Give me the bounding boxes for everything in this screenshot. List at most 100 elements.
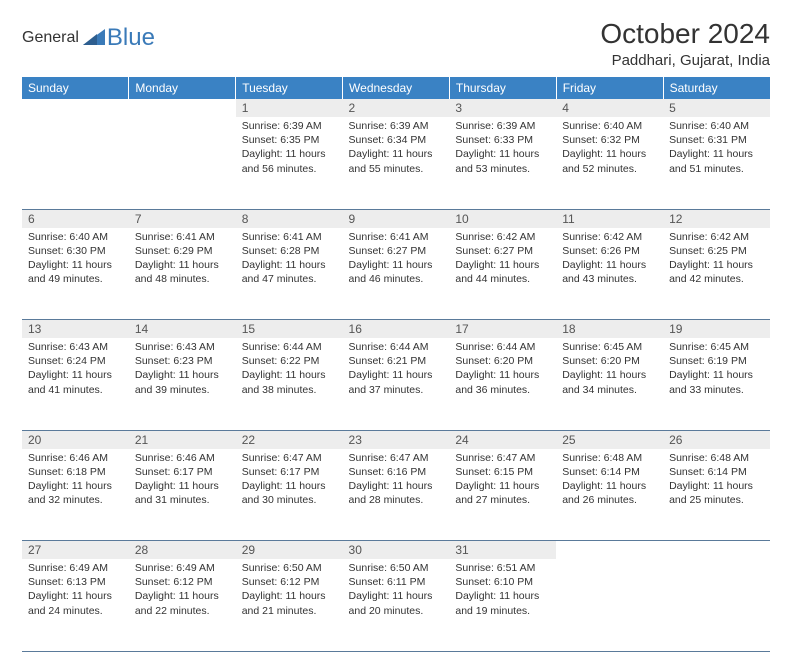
day-details: Sunrise: 6:42 AMSunset: 6:27 PMDaylight:… <box>449 228 556 291</box>
daylight-text: Daylight: 11 hours and 19 minutes. <box>455 589 550 617</box>
sunrise-text: Sunrise: 6:44 AM <box>349 340 444 354</box>
day-number: 27 <box>22 541 129 560</box>
day-number: 20 <box>22 430 129 449</box>
sunset-text: Sunset: 6:13 PM <box>28 575 123 589</box>
day-cell <box>663 559 770 651</box>
daylight-text: Daylight: 11 hours and 20 minutes. <box>349 589 444 617</box>
sunset-text: Sunset: 6:14 PM <box>669 465 764 479</box>
sunset-text: Sunset: 6:35 PM <box>242 133 337 147</box>
day-cell: Sunrise: 6:39 AMSunset: 6:35 PMDaylight:… <box>236 117 343 209</box>
day-details: Sunrise: 6:41 AMSunset: 6:28 PMDaylight:… <box>236 228 343 291</box>
day-number: 18 <box>556 320 663 339</box>
daylight-text: Daylight: 11 hours and 36 minutes. <box>455 368 550 396</box>
daylight-text: Daylight: 11 hours and 44 minutes. <box>455 258 550 286</box>
sunset-text: Sunset: 6:27 PM <box>455 244 550 258</box>
daylight-text: Daylight: 11 hours and 37 minutes. <box>349 368 444 396</box>
sunrise-text: Sunrise: 6:39 AM <box>349 119 444 133</box>
sunrise-text: Sunrise: 6:43 AM <box>135 340 230 354</box>
day-details: Sunrise: 6:46 AMSunset: 6:17 PMDaylight:… <box>129 449 236 512</box>
daylight-text: Daylight: 11 hours and 51 minutes. <box>669 147 764 175</box>
day-cell: Sunrise: 6:49 AMSunset: 6:12 PMDaylight:… <box>129 559 236 651</box>
day-number: 17 <box>449 320 556 339</box>
day-number-row: 2728293031 <box>22 541 770 560</box>
day-cell: Sunrise: 6:39 AMSunset: 6:33 PMDaylight:… <box>449 117 556 209</box>
calendar-body: 1 23 45 Sunrise: 6:39 AM Sunset: 6:35 PM Dayl… <box>22 99 770 651</box>
sunrise-text: Sunrise: 6:44 AM <box>242 340 337 354</box>
location: Paddhari, Gujarat, India <box>600 52 770 69</box>
daylight-text: Daylight: 11 hours and 27 minutes. <box>455 479 550 507</box>
sunset-text: Sunset: 6:31 PM <box>669 133 764 147</box>
sunset-text: Sunset: 6:19 PM <box>669 354 764 368</box>
day-cell: Sunrise: 6:48 AMSunset: 6:14 PMDaylight:… <box>556 449 663 541</box>
day-details: Sunrise: 6:48 AMSunset: 6:14 PMDaylight:… <box>663 449 770 512</box>
sunset-text: Sunset: 6:20 PM <box>562 354 657 368</box>
day-details: Sunrise: 6:47 AMSunset: 6:15 PMDaylight:… <box>449 449 556 512</box>
day-number: 12 <box>663 209 770 228</box>
logo-text-blue: Blue <box>107 24 155 52</box>
sunset-text: Sunset: 6:32 PM <box>562 133 657 147</box>
sunset-text: Sunset: 6:26 PM <box>562 244 657 258</box>
week-row: Sunrise: 6:49 AMSunset: 6:13 PMDaylight:… <box>22 559 770 651</box>
day-number: 28 <box>129 541 236 560</box>
sunrise-text: Sunrise: 6:41 AM <box>135 230 230 244</box>
weekday-header: Friday <box>556 77 663 99</box>
day-number-row: 13141516171819 <box>22 320 770 339</box>
day-details: Sunrise: 6:41 AMSunset: 6:29 PMDaylight:… <box>129 228 236 291</box>
logo: General Blue <box>22 18 155 52</box>
day-number: 24 <box>449 430 556 449</box>
day-details: Sunrise: 6:50 AMSunset: 6:12 PMDaylight:… <box>236 559 343 622</box>
header: General Blue October 2024 Paddhari, Guja… <box>22 18 770 69</box>
sunrise-text: Sunrise: 6:48 AM <box>669 451 764 465</box>
sunset-text: Sunset: 6:21 PM <box>349 354 444 368</box>
daylight-text: Daylight: 11 hours and 24 minutes. <box>28 589 123 617</box>
daylight-text: Daylight: 11 hours and 42 minutes. <box>669 258 764 286</box>
day-number: 1 <box>236 99 343 117</box>
day-cell <box>129 117 236 209</box>
sunset-text: Sunset: 6:17 PM <box>242 465 337 479</box>
sunrise-text: Sunrise: 6:49 AM <box>28 561 123 575</box>
day-cell: Sunrise: 6:47 AMSunset: 6:15 PMDaylight:… <box>449 449 556 541</box>
sunrise-text: Sunrise: 6:39 AM <box>455 119 550 133</box>
sunset-text: Sunset: 6:29 PM <box>135 244 230 258</box>
daylight-text: Daylight: 11 hours and 39 minutes. <box>135 368 230 396</box>
day-details: Sunrise: 6:41 AMSunset: 6:27 PMDaylight:… <box>343 228 450 291</box>
day-details: Sunrise: 6:44 AMSunset: 6:21 PMDaylight:… <box>343 338 450 401</box>
day-number: 4 <box>556 99 663 117</box>
sunset-text: Sunset: 6:10 PM <box>455 575 550 589</box>
logo-triangle-icon <box>83 27 105 50</box>
day-cell: Sunrise: 6:42 AMSunset: 6:27 PMDaylight:… <box>449 228 556 320</box>
week-row: Sunrise: 6:39 AM Sunset: 6:35 PM Daylight:… <box>22 117 770 209</box>
day-number: 2 <box>343 99 450 117</box>
day-details: Sunrise: 6:40 AMSunset: 6:30 PMDaylight:… <box>22 228 129 291</box>
day-cell: Sunrise: 6:41 AMSunset: 6:29 PMDaylight:… <box>129 228 236 320</box>
day-number: 5 <box>663 99 770 117</box>
day-cell: Sunrise: 6:49 AMSunset: 6:13 PMDaylight:… <box>22 559 129 651</box>
daylight-text: Daylight: 11 hours and 43 minutes. <box>562 258 657 286</box>
daylight-text: Daylight: 11 hours and 47 minutes. <box>242 258 337 286</box>
sunrise-text: Sunrise: 6:42 AM <box>455 230 550 244</box>
day-details: Sunrise: 6:40 AMSunset: 6:31 PMDaylight:… <box>663 117 770 180</box>
sunset-text: Sunset: 6:24 PM <box>28 354 123 368</box>
sunrise-text: Sunrise: 6:47 AM <box>455 451 550 465</box>
sunrise-text: Sunrise: 6:45 AM <box>562 340 657 354</box>
day-number: 23 <box>343 430 450 449</box>
day-number: 9 <box>343 209 450 228</box>
day-details: Sunrise: 6:42 AMSunset: 6:26 PMDaylight:… <box>556 228 663 291</box>
weekday-header: Thursday <box>449 77 556 99</box>
day-number: 16 <box>343 320 450 339</box>
day-cell: Sunrise: 6:45 AMSunset: 6:20 PMDaylight:… <box>556 338 663 430</box>
day-cell: Sunrise: 6:48 AMSunset: 6:14 PMDaylight:… <box>663 449 770 541</box>
sunset-text: Sunset: 6:15 PM <box>455 465 550 479</box>
sunrise-text: Sunrise: 6:41 AM <box>349 230 444 244</box>
week-row: Sunrise: 6:43 AM Sunset: 6:24 PM Daylight:… <box>22 338 770 430</box>
sunset-text: Sunset: 6:17 PM <box>135 465 230 479</box>
day-number: 15 <box>236 320 343 339</box>
daylight-text: Daylight: 11 hours and 30 minutes. <box>242 479 337 507</box>
daylight-text: Daylight: 11 hours and 31 minutes. <box>135 479 230 507</box>
day-number: 26 <box>663 430 770 449</box>
sunrise-text: Sunrise: 6:46 AM <box>135 451 230 465</box>
day-number: 8 <box>236 209 343 228</box>
day-cell: Sunrise: 6:50 AMSunset: 6:11 PMDaylight:… <box>343 559 450 651</box>
sunrise-text: Sunrise: 6:50 AM <box>349 561 444 575</box>
day-number: 19 <box>663 320 770 339</box>
